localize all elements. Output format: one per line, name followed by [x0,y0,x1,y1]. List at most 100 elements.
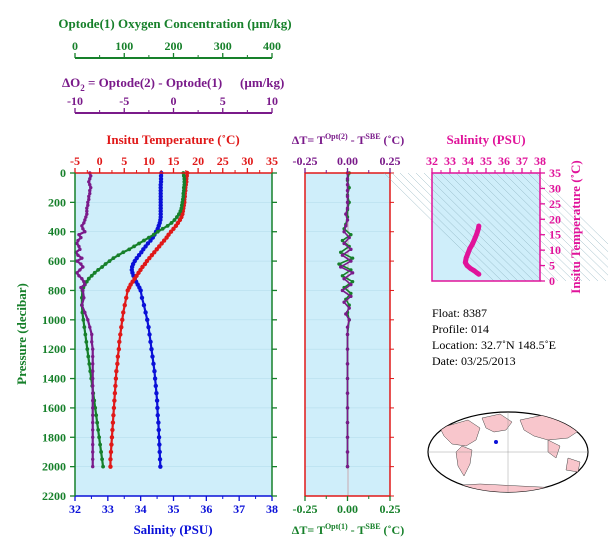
oxygen-tick-label: 200 [165,39,183,53]
temperature-point [121,310,126,315]
salinity-point [139,295,145,300]
delta-t-point [340,238,345,243]
temperature-point [114,369,119,374]
delta-t-point [349,282,353,287]
salinity-point [157,457,163,462]
ts-salinity-tick-label: 33 [444,154,456,168]
delta-t-point [340,253,345,257]
delta-o2-point [86,318,90,322]
ts-profile-point [476,271,482,277]
temperature-point [108,449,114,455]
oxygen-point [86,276,91,281]
delta-t-point [345,420,350,425]
temperature-point [142,261,148,267]
delta-t-point [342,241,346,246]
delta-t-panel: -0.25 0.00 0.25 -0.25 0.00 0.25 ΔT= TOpt(2) … [292,132,404,537]
oxygen-point [81,317,86,322]
oxygen-point [111,256,116,261]
ts-temperature-tick-label: 10 [549,243,561,257]
oxygen-point [155,229,160,234]
oxygen-tick-label: 300 [214,39,232,53]
delta-o2-point [83,218,87,222]
salinity-point [147,332,152,337]
delta-o2-point [81,288,85,293]
isopycnal-curve [455,172,567,282]
oxygen-point [121,250,126,255]
oxygen-point [177,212,181,217]
salinity-tick-label: 32 [69,502,81,516]
delta-o2-tick-label: -5 [119,94,129,108]
oxygen-point [86,354,91,359]
delta-o2-point [90,332,94,337]
delta-t-top-tick-label: 0.25 [380,154,401,168]
temperature-point [110,420,116,425]
delta-t-point [344,224,348,228]
delta-t-top-label: ΔT= TOpt(2) - TSBE (˚C) [292,132,404,147]
temperature-tick-label: 10 [143,154,155,168]
isopycnal-curve [407,172,519,282]
oxygen-point [142,238,146,243]
pressure-axis-label: Pressure (decibar) [14,283,29,385]
pressure-tick-label: 2200 [42,489,66,503]
delta-t-point [345,464,350,469]
delta-t-bottom-tick-label: -0.25 [293,502,318,516]
salinity-point [150,354,155,359]
delta-o2-point [91,362,95,366]
temperature-point [124,295,129,300]
ts-salinity-tick-label: 32 [426,154,438,168]
delta-t-point [345,177,350,181]
delta-o2-point [82,279,86,284]
temperature-point [111,413,116,418]
oxygen-point [132,244,137,249]
delta-t-point [340,274,345,278]
pressure-tick-label: 800 [48,283,66,297]
salinity-point [146,324,151,330]
isopycnal-curve [391,172,503,282]
delta-t-point [345,391,350,395]
isopycnal-curve [399,172,511,282]
delta-o2-point [85,212,89,216]
oxygen-tick-label: 100 [115,39,133,53]
delta-t-point [347,306,351,310]
delta-o2-point [81,227,85,231]
oxygen-axis-label: Optode(1) Oxygen Concentration (µm/kg) [58,16,291,31]
delta-o2-tick-label: 5 [220,94,226,108]
delta-t-point [345,183,350,187]
main-profile-panel: Insitu Temperature (˚C) -5 0 5 10 15 20 25 30 35… [14,132,278,537]
delta-o2-point [91,442,95,447]
oxygen-point [181,185,186,190]
temperature-point [147,255,152,261]
delta-o2-axis: ΔO2 = Optode(2) - Optode(1) (µm/kg) -10 -… [62,75,284,114]
ts-temperature-tick-label: 15 [549,228,561,242]
delta-o2-point [91,347,95,351]
salinity-point [154,398,160,403]
salinity-point [155,413,160,418]
delta-o2-point [78,247,82,252]
temperature-point [111,405,117,411]
isopycnal-curve [527,172,608,253]
isopycnal-curve [471,172,583,282]
ts-profile-point [465,250,471,256]
delta-t-point [345,188,350,193]
oxygen-point [179,203,184,208]
delta-o2-tick-label: -10 [67,94,83,108]
delta-t-point [345,450,350,454]
delta-o2-point [77,232,81,237]
delta-o2-point [91,398,95,403]
pressure-tick-label: 1800 [42,430,66,444]
oxygen-point [181,174,186,178]
delta-o2-axis-label: ΔO2 = Optode(2) - Optode(1) [62,75,222,93]
oxygen-point [84,279,89,284]
delta-o2-point [87,194,91,199]
temperature-point [118,332,123,337]
oxygen-point [103,262,108,266]
delta-t-point [347,185,351,190]
pressure-tick-label: 2000 [42,460,66,474]
delta-o2-point [88,177,92,181]
delta-o2-point [91,376,95,381]
oxygen-point [83,332,88,337]
delta-t-point [349,247,353,252]
delta-o2-point [75,271,79,275]
ts-salinity-label: Salinity (PSU) [446,132,525,147]
